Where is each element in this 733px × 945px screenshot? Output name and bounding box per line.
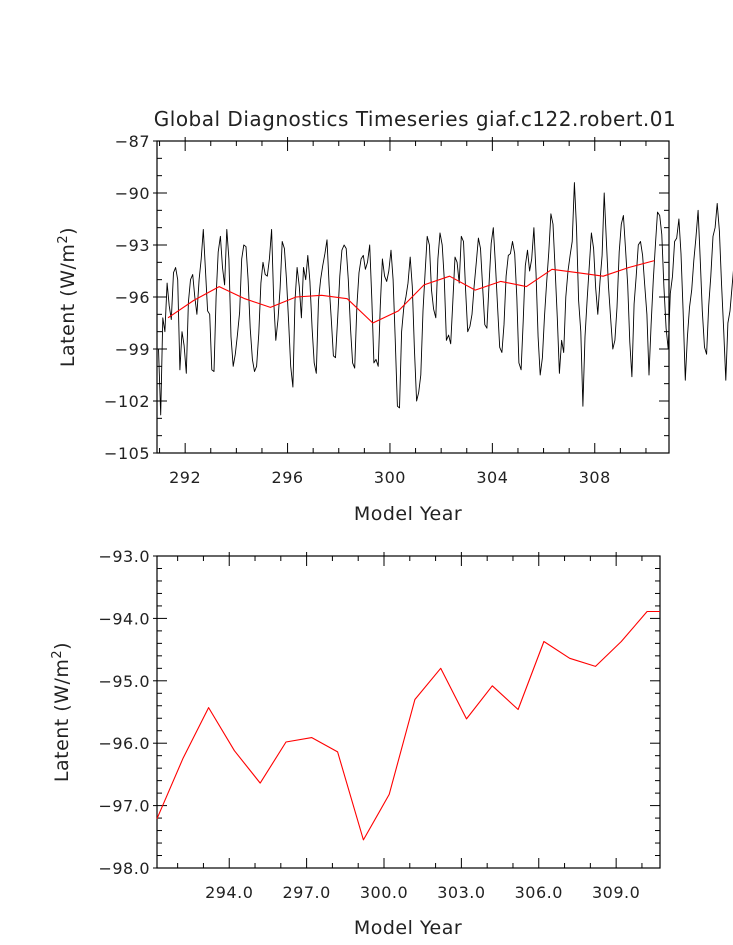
y-tick-label: −93 xyxy=(115,236,150,255)
y-axis-label-tail: ) xyxy=(57,227,79,235)
x-tick-label: 306.0 xyxy=(515,883,563,902)
series-line-monthly xyxy=(158,182,733,416)
x-tick-label: 309.0 xyxy=(592,883,640,902)
y-axis-label-sup: 2 xyxy=(56,235,71,244)
y-axis-label-main: Latent (W/m xyxy=(57,244,79,368)
y-axis-label-tail: ) xyxy=(51,642,73,650)
x-tick-label: 308 xyxy=(579,468,611,487)
x-tick-label: 294.0 xyxy=(205,883,253,902)
series-line-annual-mean xyxy=(156,610,660,841)
x-tick-label: 300 xyxy=(374,468,406,487)
series-layer xyxy=(156,610,660,841)
y-axis-label: Latent (W/m2) xyxy=(56,227,79,367)
x-tick-label: 297.0 xyxy=(282,883,330,902)
figure-title: Global Diagnostics Timeseries giaf.c122.… xyxy=(154,107,676,131)
y-tick-label: −98.0 xyxy=(98,859,150,878)
x-tick-label: 303.0 xyxy=(437,883,485,902)
y-tick-label: −105 xyxy=(104,444,150,463)
x-axis-label: Model Year xyxy=(354,917,462,939)
y-tick-label: −102 xyxy=(104,392,150,411)
y-tick-label: −93.0 xyxy=(98,547,150,566)
y-tick-label: −90 xyxy=(115,184,150,203)
y-axis-label: Latent (W/m2) xyxy=(50,642,73,782)
axis-ticks xyxy=(153,552,660,869)
x-tick-label: 292 xyxy=(169,468,201,487)
x-tick-labels: 292 296 300 304 308 xyxy=(169,468,611,487)
y-tick-labels: −105 −102 −99 −96 −93 −90 −87 xyxy=(104,132,150,463)
y-tick-label: −94.0 xyxy=(98,609,150,628)
chart-frame xyxy=(156,555,661,869)
x-tick-label: 300.0 xyxy=(360,883,408,902)
y-tick-label: −97.0 xyxy=(98,797,150,816)
x-tick-labels: 294.0 297.0 300.0 303.0 306.0 309.0 xyxy=(205,883,640,902)
monthly-chart: −105−102−99−96−93−90−87 292 296 300 304 308 … xyxy=(56,132,733,525)
series-line-annual-mean xyxy=(167,260,655,324)
y-axis-label-sup: 2 xyxy=(50,650,65,659)
x-axis-label: Model Year xyxy=(354,503,462,525)
y-tick-label: −96 xyxy=(115,288,150,307)
y-tick-label: −95.0 xyxy=(98,672,150,691)
y-axis-label-main: Latent (W/m xyxy=(51,659,73,783)
x-tick-label: 296 xyxy=(272,468,304,487)
y-tick-label: −96.0 xyxy=(98,734,150,753)
y-tick-labels: −98.0 −97.0 −96.0 −95.0 −94.0 −93.0 xyxy=(98,547,150,878)
x-tick-label: 304 xyxy=(476,468,508,487)
y-tick-label: −87 xyxy=(115,132,150,151)
series-layer xyxy=(158,182,733,416)
y-tick-label: −99 xyxy=(115,340,150,359)
axis-ticks xyxy=(153,137,669,454)
annual-chart: −98.0 −97.0 −96.0 −95.0 −94.0 −93.0 294.0 297.… xyxy=(50,547,661,939)
